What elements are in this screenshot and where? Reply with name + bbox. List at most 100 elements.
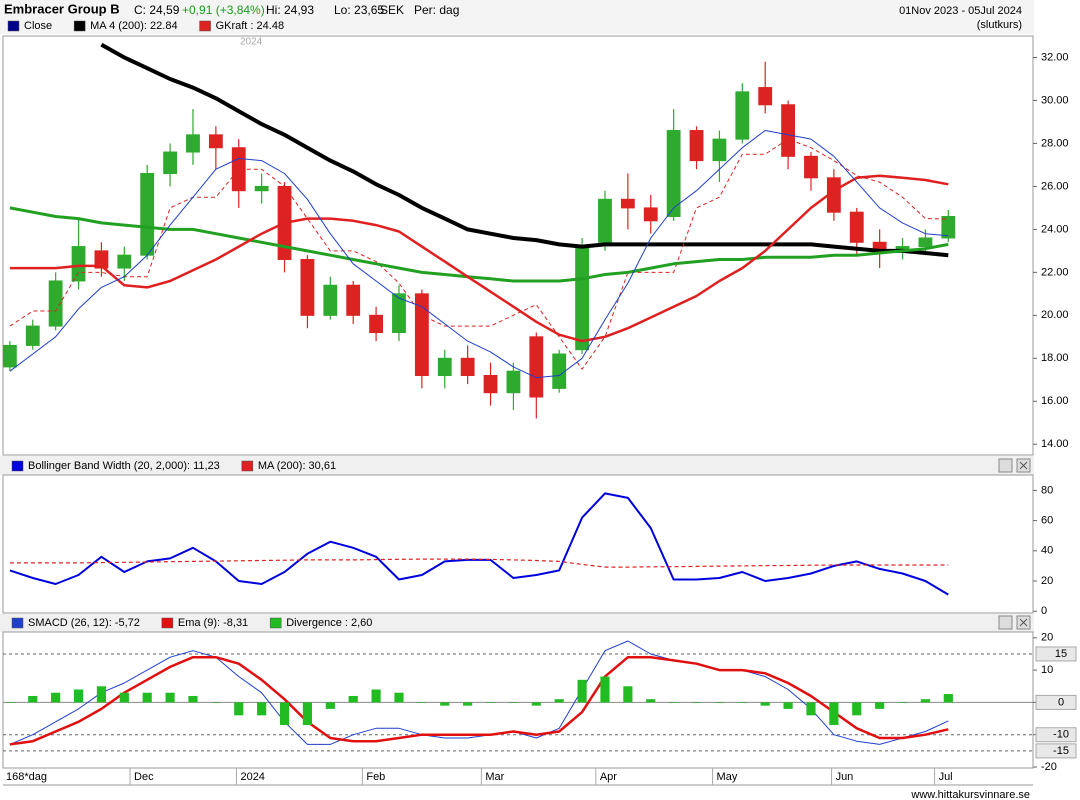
legend-swatch [11, 617, 24, 629]
y-tick-label: 20 [1041, 632, 1053, 644]
y-tick-label: 32.00 [1041, 51, 1069, 63]
currency: SEK [380, 3, 404, 17]
candle-body [323, 284, 338, 316]
candle-body [575, 246, 589, 351]
year-marker: 2024 [240, 37, 263, 48]
divergence-bar [577, 679, 587, 703]
y-tick-label: 28.00 [1041, 137, 1069, 149]
divergence-bar [829, 702, 839, 726]
level-label: -10 [1053, 729, 1069, 741]
candle-body [735, 91, 750, 140]
y-tick-label: 26.00 [1041, 180, 1069, 192]
x-tick-label: Jun [836, 771, 854, 783]
candle-body [620, 198, 635, 209]
candle-body [71, 246, 86, 282]
y-tick-label: 0 [1041, 605, 1047, 617]
level-box [1035, 743, 1077, 759]
candle-body [346, 284, 361, 316]
series-line [9, 130, 949, 379]
x-tick-label: 2024 [240, 771, 264, 783]
divergence-bar [806, 702, 816, 716]
y-tick-label: -20 [1041, 761, 1057, 773]
divergence-bar [463, 702, 473, 706]
divergence-bar [302, 702, 312, 726]
candle-body [117, 254, 132, 269]
legend-label: GKraft : 24.48 [216, 20, 284, 32]
candle-body [208, 134, 223, 149]
candle-body [163, 151, 177, 175]
candle-body [48, 280, 63, 327]
divergence-bar [394, 692, 404, 703]
legend-label: Bollinger Band Width (20, 2,000): 11,23 [28, 460, 220, 472]
title: Embracer Group B [4, 1, 120, 16]
level-box [1035, 694, 1077, 710]
divergence-bar [669, 702, 679, 703]
legend-label: SMACD (26, 12): -5,72 [28, 617, 140, 629]
divergence-bar [440, 702, 450, 706]
series-line [9, 174, 949, 343]
panel-header [0, 456, 1034, 475]
divergence-bar [600, 676, 610, 703]
divergence-bar [165, 692, 175, 703]
candle-body [254, 185, 269, 192]
legend-swatch [11, 460, 24, 472]
divergence-bar [623, 686, 633, 703]
settings-button[interactable] [998, 458, 1013, 473]
divergence-bar [783, 702, 793, 709]
divergence-bar [73, 689, 84, 703]
series-line [9, 558, 949, 568]
y-tick-label: 60 [1041, 514, 1053, 526]
level-box [1035, 646, 1077, 662]
candle-body [849, 211, 864, 243]
divergence-bar [211, 702, 221, 703]
y-tick-label: 10 [1041, 664, 1053, 676]
divergence-bar [257, 702, 267, 716]
divergence-bar [348, 695, 358, 703]
low-price: Lo: 23,65 [334, 3, 384, 17]
divergence-bar [279, 702, 290, 726]
divergence-bar [508, 702, 518, 703]
legend-label: MA 4 (200): 22.84 [90, 20, 177, 32]
legend-swatch [161, 617, 174, 629]
candle-body [918, 237, 933, 248]
divergence-bar [646, 699, 656, 703]
candle-body [392, 293, 406, 334]
divergence-bar [691, 702, 702, 703]
divergence-bar [852, 702, 862, 716]
candle-body [666, 130, 681, 217]
series-line [9, 492, 949, 596]
y-tick-label: 30.00 [1041, 94, 1069, 106]
legend-swatch [73, 20, 86, 32]
settings-button[interactable] [998, 615, 1013, 630]
divergence-bar [51, 692, 61, 703]
divergence-bar [371, 689, 381, 703]
divergence-bar [943, 694, 953, 703]
series-line [9, 206, 949, 283]
y-tick-label: 40 [1041, 545, 1053, 557]
high-price: Hi: 24,93 [266, 3, 314, 17]
candle-body [140, 173, 155, 256]
close-icon [1019, 461, 1028, 470]
candle-body [941, 215, 956, 239]
legend-swatch [241, 460, 254, 472]
close-price: C: 24,59 [134, 3, 180, 17]
legend-label: Close [24, 20, 52, 32]
candle-body [781, 104, 795, 157]
candle-body [460, 357, 475, 376]
y-tick-label: 14.00 [1041, 438, 1069, 450]
candle-body [598, 198, 612, 243]
x-tick-label: Apr [600, 771, 617, 783]
series-line [9, 640, 949, 745]
candle-body [414, 293, 429, 376]
candle-body [552, 353, 567, 389]
candle-body [506, 370, 521, 394]
panel-frame [2, 631, 1034, 769]
divergence-bar [142, 692, 152, 703]
candle-body [94, 250, 109, 269]
series-line [9, 655, 949, 746]
x-tick-label: May [717, 771, 738, 783]
candle-body [804, 155, 818, 179]
